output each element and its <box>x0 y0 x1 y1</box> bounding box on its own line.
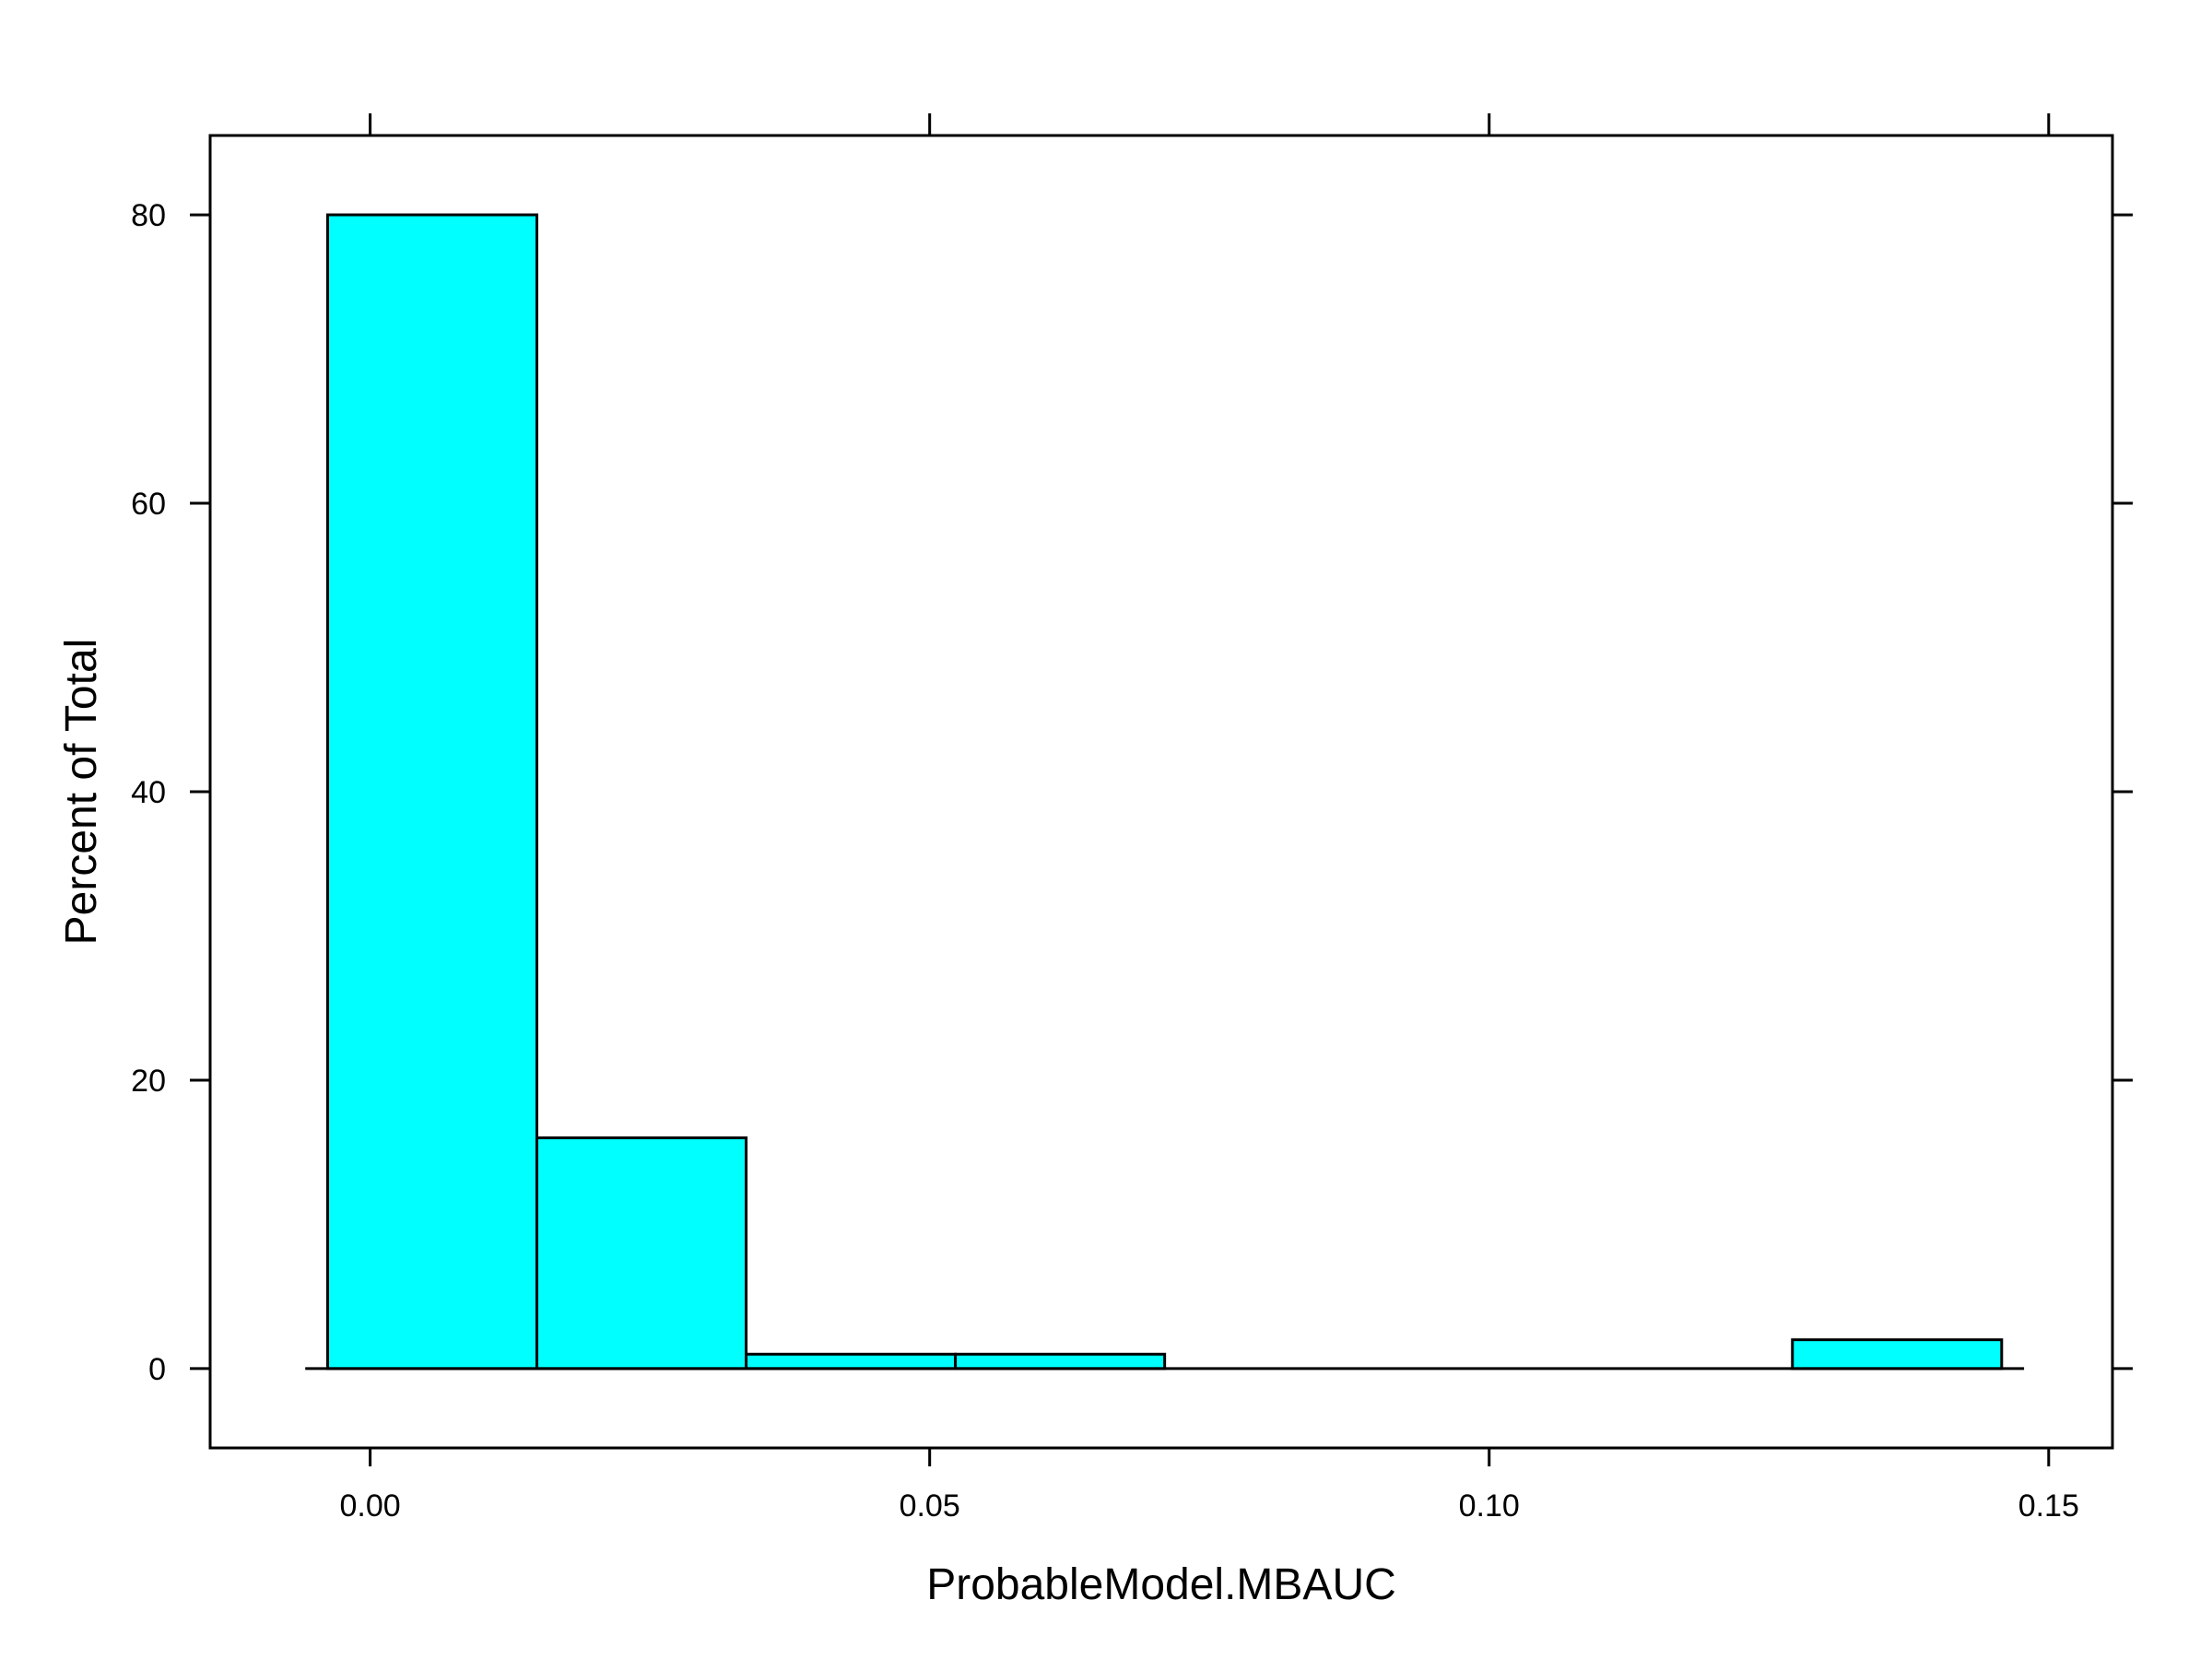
y-axis-title: Percent of Total <box>57 639 106 946</box>
y-tick-label-3: 60 <box>131 487 166 522</box>
x-tick-label-1: 0.05 <box>900 1488 960 1524</box>
x-axis-title: ProbableModel.MBAUC <box>926 1560 1396 1609</box>
x-tick-label-2: 0.10 <box>1459 1488 1520 1524</box>
histogram-bar-3 <box>954 1352 1167 1371</box>
y-tick-label-4: 80 <box>131 198 166 233</box>
y-axis-ticks: 0 20 40 60 80 <box>131 198 2133 1387</box>
y-tick-label-0: 0 <box>148 1352 166 1387</box>
histogram-bars <box>325 213 2004 1371</box>
x-axis-ticks: 0.00 0.05 0.10 0.15 <box>340 113 2079 1524</box>
x-tick-label-0: 0.00 <box>340 1488 401 1524</box>
histogram-bar-1 <box>535 1136 748 1371</box>
y-tick-label-2: 40 <box>131 775 166 810</box>
x-tick-label-3: 0.15 <box>2018 1488 2079 1524</box>
y-tick-label-1: 20 <box>131 1064 166 1099</box>
histogram-bar-7 <box>1791 1338 2004 1371</box>
histogram-bar-0 <box>325 213 539 1371</box>
histogram-bar-2 <box>745 1352 958 1371</box>
